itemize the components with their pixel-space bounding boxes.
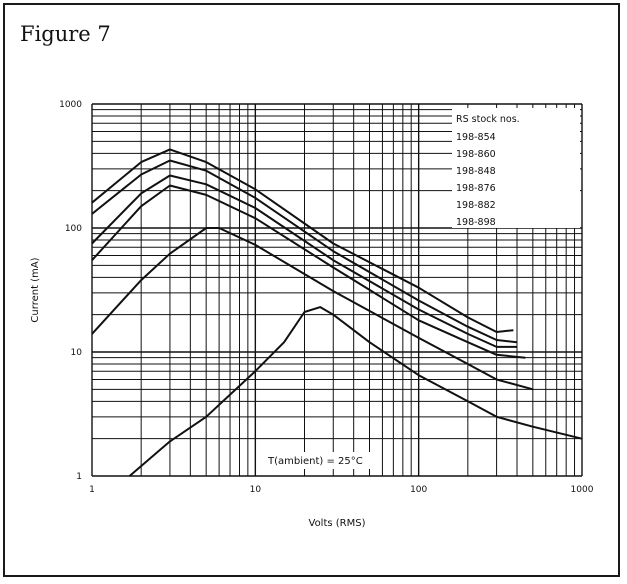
legend-item: 198-860 [456, 149, 496, 160]
legend-item: 198-882 [456, 200, 496, 211]
chart-series-group [91, 148, 583, 477]
series-line-2 [91, 159, 518, 344]
series-line-3 [91, 174, 517, 348]
legend-item: 198-854 [456, 132, 496, 143]
legend-title: RS stock nos. [456, 114, 520, 125]
tick-labels: 1 10 100 1000 1 10 100 1000 [59, 100, 594, 495]
legend-item: 198-848 [456, 166, 496, 177]
temperature-annotation: T(ambient) = 25°C [267, 456, 363, 467]
legend-background [452, 108, 580, 228]
legend-item: 198-898 [456, 217, 496, 228]
x-tick-label: 10 [250, 485, 262, 495]
x-tick-label: 100 [410, 485, 427, 495]
y-axis-label: Current (mA) [30, 257, 41, 322]
series-line-6 [128, 306, 583, 477]
series-line-4 [91, 184, 526, 359]
series-line-1 [91, 148, 514, 333]
y-tick-label: 1000 [59, 100, 82, 110]
legend-item: 198-876 [456, 183, 496, 194]
annotation-background [262, 452, 374, 469]
y-tick-label: 100 [65, 224, 82, 234]
y-tick-label: 10 [71, 348, 83, 358]
series-line-5 [91, 227, 534, 391]
legend: 198-854 198-860 198-848 198-876 198-882 198-8… [456, 132, 496, 228]
x-tick-label: 1 [89, 485, 95, 495]
figure-title: Figure 7 [20, 22, 111, 46]
x-tick-label: 1000 [571, 485, 594, 495]
y-tick-label: 1 [76, 472, 82, 482]
x-axis-label: Volts (RMS) [309, 518, 366, 529]
